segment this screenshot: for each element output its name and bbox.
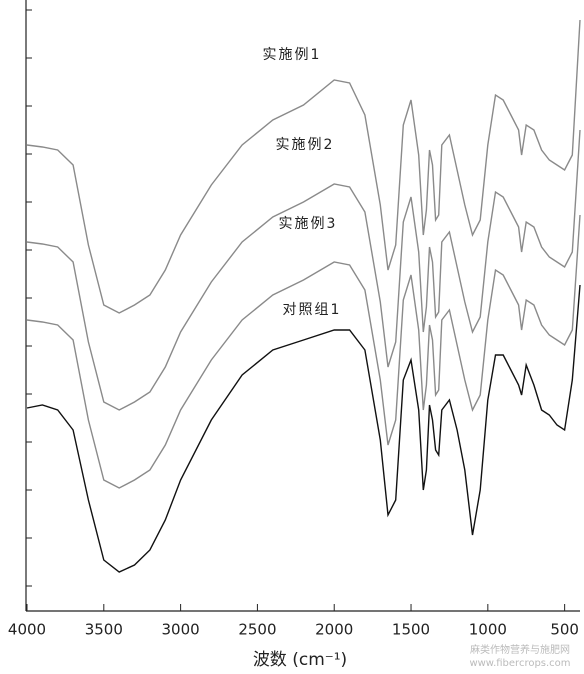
spectrum-line [26,19,581,314]
x-tick-label: 500 [550,621,579,639]
x-axis-label: 波数 (cm⁻¹) [253,650,347,670]
x-tick-label: 2000 [315,621,353,639]
x-tick-label: 1000 [469,621,507,639]
series-label: 实施例2 [276,137,335,153]
spectrum-line [26,214,581,489]
spectrum-line [26,284,581,573]
series-label: 实施例3 [279,216,338,232]
series-label: 实施例1 [263,47,322,63]
spectrum-line [26,129,581,411]
watermark: www.fibercrops.com [469,658,570,669]
x-tick-label: 1500 [392,621,430,639]
x-tick-label: 3500 [85,621,123,639]
series-label: 对照组1 [283,302,342,318]
x-tick-label: 2500 [238,621,276,639]
x-tick-label: 3000 [162,621,200,639]
x-tick-label: 4000 [8,621,46,639]
watermark: 麻类作物营养与施肥网 [470,643,570,656]
